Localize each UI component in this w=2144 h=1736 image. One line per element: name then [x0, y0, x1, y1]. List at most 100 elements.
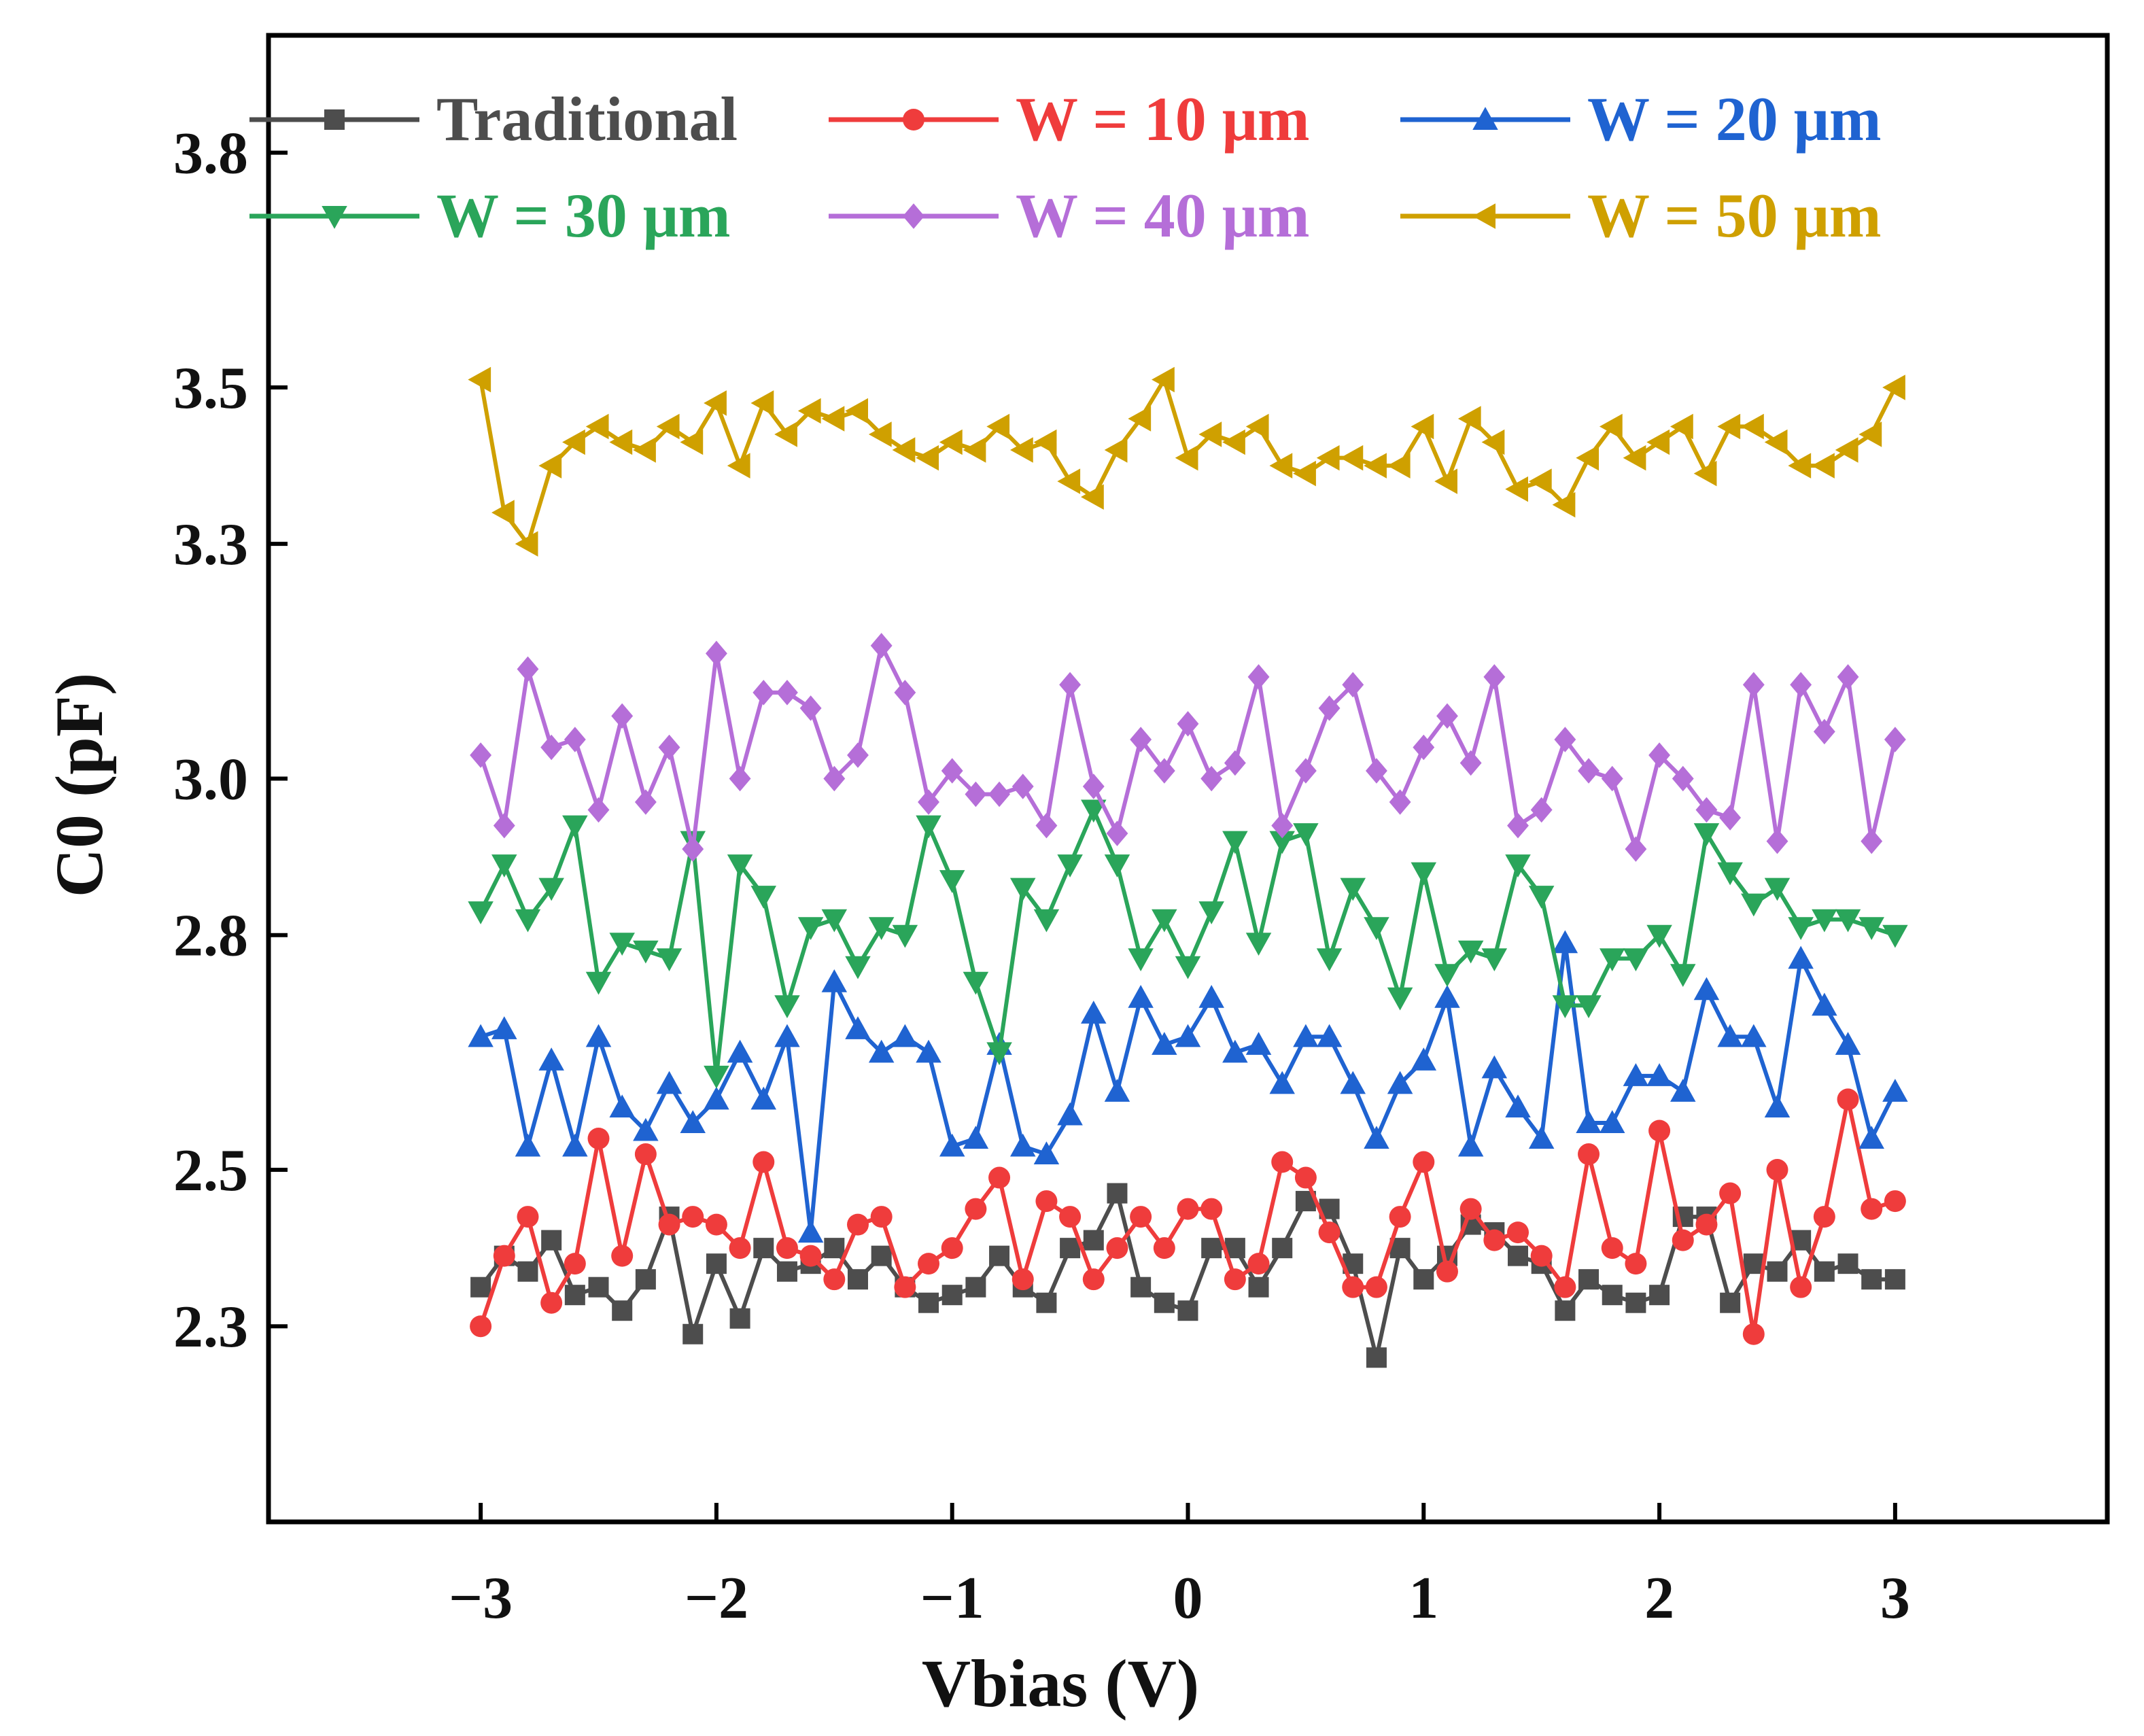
data-point-w-10-um [1601, 1237, 1623, 1260]
data-point-w-20-um [750, 1086, 777, 1110]
data-point-traditional [682, 1323, 704, 1344]
data-point-w-30-um [1269, 831, 1295, 854]
data-point-w-10-um [1200, 1198, 1223, 1220]
data-point-w-40-um [918, 789, 939, 815]
data-point-w-20-um [1033, 1141, 1060, 1165]
data-point-w-10-um [1318, 1221, 1341, 1244]
data-point-w-10-um [1530, 1245, 1553, 1267]
data-point-w-30-um [1340, 878, 1366, 901]
data-point-w-30-um [1764, 878, 1791, 901]
data-point-w-30-um [1104, 854, 1130, 878]
data-point-w-40-um [894, 680, 916, 706]
data-point-w-10-um [823, 1268, 846, 1291]
legend-item-w-40-um: W = 40 μm [829, 181, 1310, 250]
data-point-w-20-um [633, 1117, 659, 1141]
data-point-w-10-um [1672, 1229, 1694, 1251]
data-point-traditional [1578, 1269, 1600, 1290]
data-point-w-40-um [1483, 664, 1506, 690]
data-point-w-40-um [1271, 812, 1294, 839]
legend-item-w-50-um: W = 50 μm [1400, 181, 1882, 250]
data-point-w-50-um [1858, 421, 1882, 447]
data-point-w-20-um [1552, 930, 1578, 954]
data-point-w-50-um [562, 429, 585, 455]
data-point-w-20-um [1411, 1047, 1437, 1071]
x-axis: −3 −2 −1 0 1 2 3 [449, 1503, 1910, 1631]
data-point-w-30-um [1128, 948, 1154, 971]
data-point-w-20-um [868, 1039, 895, 1063]
data-point-w-30-um [585, 971, 612, 995]
data-point-w-30-um [656, 948, 682, 971]
data-point-w-30-um [1057, 854, 1083, 878]
y-tick-label: 2.8 [173, 903, 248, 969]
data-point-w-40-um [634, 789, 657, 815]
data-point-w-10-um [1389, 1206, 1411, 1228]
data-point-w-10-um [1554, 1276, 1576, 1298]
data-point-w-40-um [682, 836, 704, 862]
data-point-w-30-um [892, 924, 918, 948]
data-point-traditional [1602, 1285, 1623, 1306]
legend-item-w-30-um: W = 30 μm [249, 181, 731, 250]
data-point-w-30-um [845, 956, 871, 979]
data-point-w-20-um [1835, 1032, 1861, 1055]
data-point-traditional [847, 1269, 868, 1290]
data-point-w-50-um [1198, 421, 1222, 447]
data-point-w-50-um [1646, 429, 1670, 455]
legend: Traditional W = 10 μm W = 20 μm W = 30 μm W … [249, 84, 1882, 250]
data-point-w-40-um [1436, 703, 1458, 729]
data-point-w-50-um [821, 406, 845, 432]
series-layer [468, 366, 1908, 1368]
data-point-w-20-um [1009, 1133, 1036, 1157]
data-point-w-40-um [965, 781, 987, 808]
data-point-w-20-um [1222, 1039, 1248, 1063]
legend-label: Traditional [436, 84, 738, 154]
data-point-w-50-um [704, 390, 727, 416]
data-point-w-10-um [587, 1127, 610, 1149]
y-tick-label: 2.5 [173, 1138, 248, 1204]
data-point-w-20-um [727, 1039, 753, 1063]
data-point-w-20-um [491, 1016, 517, 1039]
data-point-w-50-um [1081, 484, 1104, 510]
data-point-w-20-um [916, 1039, 941, 1063]
data-point-traditional [517, 1261, 538, 1282]
data-point-traditional [753, 1238, 774, 1259]
data-point-w-40-um [470, 742, 492, 768]
y-tick-label: 3.8 [173, 121, 248, 187]
data-point-w-20-um [1623, 1063, 1649, 1086]
data-point-w-10-um [658, 1213, 680, 1236]
data-point-w-40-um [1790, 672, 1812, 698]
data-point-w-40-um [1035, 812, 1058, 839]
data-point-w-50-um [1009, 437, 1033, 463]
data-point-w-40-um [729, 765, 751, 792]
x-tick-label: −2 [685, 1565, 748, 1631]
data-point-w-20-um [845, 1016, 871, 1039]
series-w-40-um [470, 633, 1906, 862]
x-tick-label: 3 [1880, 1565, 1910, 1631]
legend-label: W = 30 μm [436, 181, 731, 250]
data-point-w-50-um [515, 531, 538, 557]
data-point-w-50-um [680, 429, 704, 455]
data-point-w-40-um [1059, 672, 1082, 698]
y-axis-title: C0 (pF) [41, 673, 117, 898]
data-point-w-30-um [491, 854, 517, 878]
data-point-w-20-um [562, 1133, 588, 1157]
data-point-w-50-um [1364, 453, 1387, 479]
data-point-w-30-um [939, 870, 965, 893]
data-point-w-30-um [1835, 909, 1861, 933]
data-point-traditional [1201, 1238, 1222, 1259]
data-point-w-50-um [1835, 437, 1858, 463]
data-point-w-40-um [1389, 789, 1411, 815]
data-point-w-30-um [1812, 909, 1837, 933]
data-point-w-50-um [892, 437, 916, 463]
data-point-w-40-um [611, 703, 634, 729]
data-point-w-20-um [1764, 1094, 1791, 1117]
data-point-w-20-um [1387, 1071, 1413, 1094]
data-point-w-10-um [776, 1237, 798, 1260]
data-point-w-50-um [1741, 413, 1764, 440]
data-point-traditional [1508, 1245, 1529, 1266]
y-tick-label: 3.3 [173, 512, 248, 578]
data-point-traditional [541, 1230, 562, 1251]
data-point-w-40-um [1130, 727, 1152, 752]
data-point-w-10-um [1153, 1237, 1175, 1260]
data-point-w-50-um [1599, 413, 1623, 440]
